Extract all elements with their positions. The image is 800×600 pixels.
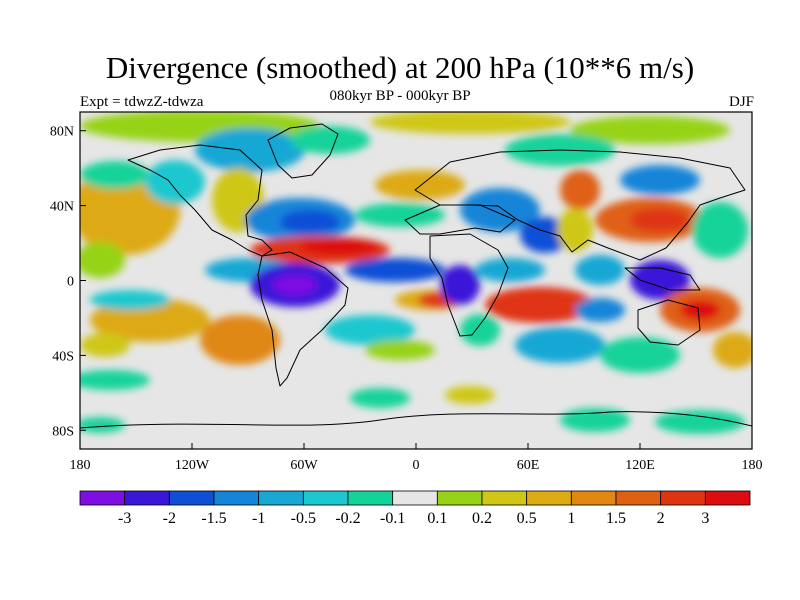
colorbar-swatch (615, 490, 662, 506)
field-blob (355, 203, 445, 227)
field-blob (80, 242, 125, 278)
lon-tick-label: 0 (413, 458, 420, 473)
field-blob (375, 170, 465, 200)
colorbar-swatch (124, 490, 170, 506)
field-blob (620, 165, 700, 195)
field-blob (370, 112, 570, 134)
field-blob (200, 315, 280, 365)
colorbar-swatch (392, 490, 438, 506)
colorbar-label: -0.2 (335, 510, 360, 527)
field-blob (560, 170, 600, 210)
field-blob (515, 327, 605, 363)
field-blob (655, 410, 745, 434)
latitude-axis: 80N 40N 0 40S 80S (50, 125, 86, 439)
lon-tick-label: 180 (742, 458, 763, 473)
field-blob (445, 386, 495, 404)
field-blob (460, 314, 500, 346)
coastlines (80, 123, 752, 429)
field-blob (485, 287, 595, 323)
colorbar-label: 0.1 (427, 510, 447, 527)
field-blob (80, 370, 150, 390)
colorbar-swatch (570, 490, 617, 506)
field-blob (273, 275, 317, 295)
season-label: DJF (728, 94, 754, 110)
field-blob (195, 128, 305, 172)
lon-tick-label: 120W (175, 458, 210, 473)
colorbar-swatch (168, 490, 215, 506)
field-blob (575, 298, 625, 322)
field-blob (692, 202, 748, 258)
field-blob (475, 258, 545, 282)
field-blob (630, 208, 690, 232)
colorbar-label: 1.5 (606, 510, 626, 527)
longitude-axis: 180 120W 60W 0 60E 120E 180 (70, 443, 763, 473)
field-blob (145, 160, 205, 204)
field-blob (575, 255, 625, 285)
field-blob (600, 337, 680, 373)
field-blob (90, 290, 170, 310)
colorbar-label: 1 (567, 510, 575, 527)
colorbar-label: -1.5 (201, 510, 226, 527)
colorbar-label: -3 (118, 510, 131, 527)
colorbar-swatch (704, 490, 751, 506)
colorbar-swatch (526, 490, 572, 506)
colorbar-swatch (79, 490, 126, 506)
lat-tick-label: 80N (50, 125, 74, 140)
experiment-label: Expt = tdwzZ-tdwza (80, 94, 204, 110)
colorbar-swatch (660, 490, 706, 506)
lon-tick-label: 60W (290, 458, 318, 473)
field-blob (570, 116, 730, 144)
lat-tick-label: 40S (52, 349, 74, 364)
colorbar-swatch (436, 490, 483, 506)
colorbar-swatch (347, 490, 394, 506)
lat-tick-label: 80S (52, 424, 74, 439)
colorbar-label: 0.2 (472, 510, 492, 527)
lon-tick-label: 120E (625, 458, 655, 473)
field-layer (80, 112, 752, 434)
colorbar-label: -1 (252, 510, 265, 527)
field-blob (80, 161, 150, 189)
colorbar-swatch (302, 490, 349, 506)
colorbar-label: -0.1 (380, 510, 405, 527)
field-blob (290, 126, 370, 154)
lat-tick-label: 0 (67, 275, 74, 290)
field-blob (365, 340, 435, 360)
field-blob (80, 417, 125, 433)
colorbar-label: 3 (701, 510, 709, 527)
chart-title: Divergence (smoothed) at 200 hPa (10**6 … (105, 50, 695, 85)
lon-tick-label: 180 (70, 458, 91, 473)
field-blob (345, 258, 445, 282)
lon-tick-label: 60E (517, 458, 540, 473)
field-blob (325, 315, 415, 345)
field-blob (713, 332, 752, 368)
field-blob (557, 208, 593, 252)
field-blob (80, 333, 130, 357)
field-blob (440, 265, 480, 305)
field-blob (300, 239, 380, 255)
lat-tick-label: 40N (50, 200, 74, 215)
colorbar-label: 0.5 (517, 510, 537, 527)
colorbar-label: 2 (657, 510, 665, 527)
colorbar-label: -2 (163, 510, 176, 527)
field-blob (680, 300, 720, 320)
colorbar-swatch (481, 490, 528, 506)
chart-subtitle: 080kyr BP - 000kyr BP (329, 88, 471, 104)
colorbar-swatch (258, 490, 304, 506)
colorbar-label: -0.5 (291, 510, 316, 527)
field-blob (280, 210, 340, 234)
colorbar-swatch (213, 490, 260, 506)
field-blob (350, 388, 410, 408)
